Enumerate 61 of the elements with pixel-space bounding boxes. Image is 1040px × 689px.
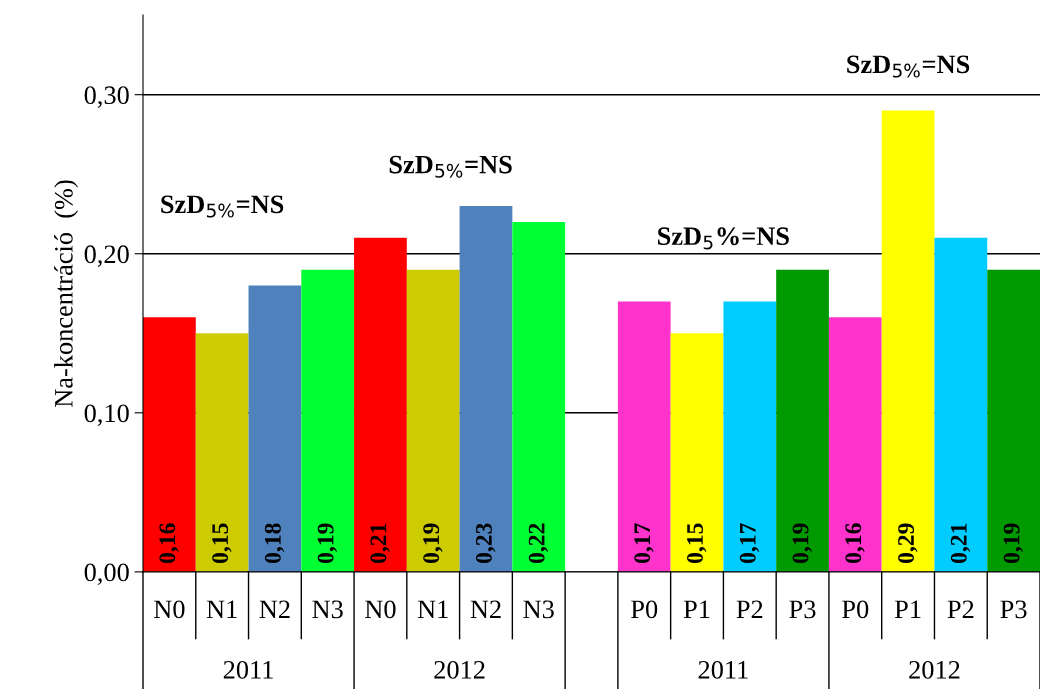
bar bbox=[776, 269, 829, 572]
data-label: 0,18 bbox=[264, 523, 285, 564]
annotation: SzD$_{5%}$=NS bbox=[389, 155, 512, 178]
text: 2012 bbox=[909, 660, 960, 679]
data-label: 0,22 bbox=[528, 523, 549, 564]
data-label: 0,16 bbox=[159, 523, 179, 564]
data-label: 0,19 bbox=[423, 523, 443, 564]
x-tick-label: P0 bbox=[631, 600, 658, 619]
data-label: 0,23 bbox=[475, 523, 496, 564]
annotation: SzD$_{5%}$=NS bbox=[847, 55, 970, 78]
bar bbox=[406, 269, 460, 572]
x-tick-label: N0 bbox=[365, 600, 396, 619]
bar bbox=[934, 237, 988, 572]
bar bbox=[512, 221, 566, 572]
bar bbox=[617, 301, 671, 572]
x-tick-label: N3 bbox=[523, 600, 554, 619]
data-label: 0,17 bbox=[739, 523, 760, 564]
y-axis-title: Na-koncentráció (%) bbox=[54, 180, 79, 408]
bar bbox=[987, 269, 1040, 572]
y-tick-label: 0,10 bbox=[84, 404, 129, 427]
data-label: 0,16 bbox=[845, 523, 865, 564]
data-label: 0,19 bbox=[317, 523, 338, 564]
data-label: 0,15 bbox=[212, 523, 232, 564]
x-tick-label: P3 bbox=[789, 600, 816, 619]
x-tick-label: N2 bbox=[470, 600, 501, 618]
text: 2011 bbox=[223, 660, 273, 679]
x-tick-label: P0 bbox=[842, 600, 869, 619]
y-tick-label: 0,00 bbox=[84, 563, 129, 586]
text: 2012 bbox=[434, 660, 485, 679]
x-tick-label: N1 bbox=[417, 600, 448, 618]
x-tick-label: P2 bbox=[736, 600, 763, 618]
text: 2011 bbox=[698, 660, 748, 679]
annotation: SzD$_{5%}$=NS bbox=[161, 195, 284, 218]
x-tick-label: N1 bbox=[206, 600, 237, 618]
x-tick-label: N3 bbox=[312, 600, 343, 619]
data-label: 0,19 bbox=[792, 523, 812, 564]
bar bbox=[195, 333, 249, 572]
y-tick-label: 0,30 bbox=[84, 86, 129, 108]
data-label: 0,21 bbox=[950, 523, 971, 564]
bar bbox=[723, 301, 777, 572]
bar bbox=[354, 237, 407, 572]
data-label: 0,19 bbox=[1003, 523, 1023, 564]
bar bbox=[301, 269, 355, 572]
bar bbox=[670, 333, 724, 572]
bar bbox=[828, 317, 882, 572]
x-tick-label: N2 bbox=[259, 600, 290, 618]
x-tick-label: P1 bbox=[683, 600, 710, 618]
x-tick-label: N0 bbox=[154, 600, 185, 619]
bar bbox=[459, 206, 513, 572]
annotation: SzD$_{5}$%=NS bbox=[658, 227, 789, 250]
bar bbox=[248, 285, 302, 572]
y-tick-label: 0,20 bbox=[84, 245, 129, 267]
x-tick-label: P2 bbox=[947, 600, 974, 618]
data-label: 0,29 bbox=[898, 523, 918, 564]
data-label: 0,21 bbox=[370, 523, 390, 564]
data-label: 0,17 bbox=[634, 523, 654, 564]
x-tick-label: P3 bbox=[1000, 600, 1027, 619]
data-label: 0,15 bbox=[687, 523, 707, 564]
bar bbox=[143, 317, 196, 572]
bar bbox=[881, 110, 935, 572]
x-tick-label: P1 bbox=[894, 600, 921, 618]
